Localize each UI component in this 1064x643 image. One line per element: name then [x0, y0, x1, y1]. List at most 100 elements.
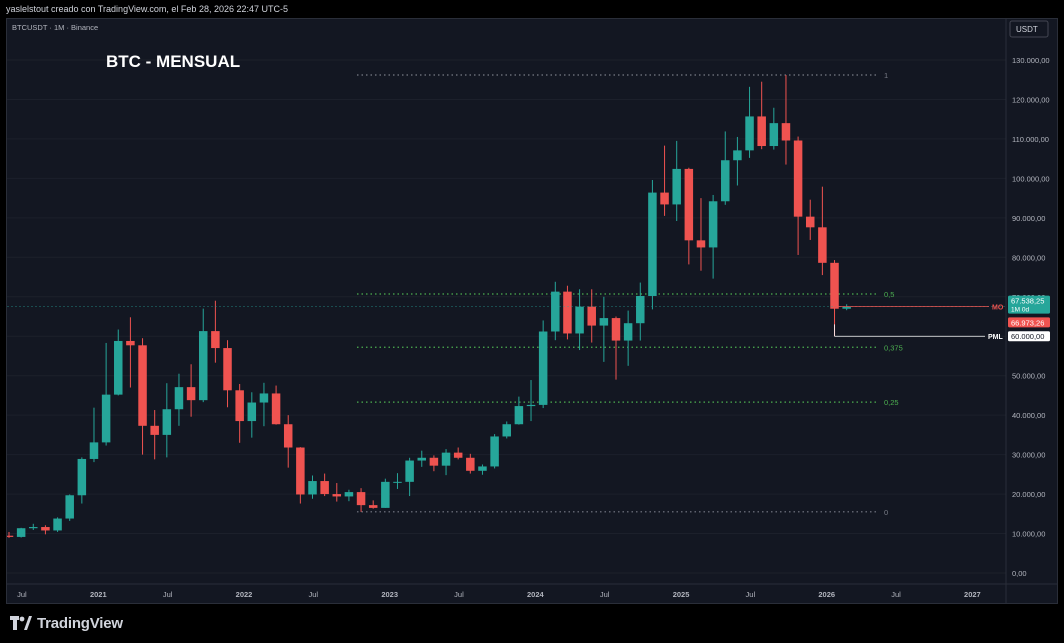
symbol-line: BTCUSDT · 1M · Binance: [12, 23, 98, 32]
candle-body: [186, 387, 196, 401]
price-chart[interactable]: 1 0,5 0,375 0,25 0 MO PML 130.000,00 120.000,0…: [4, 19, 1057, 603]
candle: [393, 473, 402, 489]
candle-body: [259, 393, 269, 403]
candle: [757, 81, 766, 150]
candle-body: [247, 402, 257, 422]
candle: [733, 136, 742, 186]
time-tick-label: Jul: [17, 590, 27, 599]
candle-body: [150, 425, 159, 435]
candle-body: [502, 424, 511, 437]
tradingview-logo[interactable]: TradingView: [10, 610, 123, 636]
time-tick-label: Jul: [746, 590, 756, 599]
candle-body: [611, 318, 621, 341]
axis-price-label: 60.000,00: [1008, 331, 1050, 342]
candle: [223, 340, 232, 408]
price-tick-label: 40.000,00: [1012, 411, 1045, 420]
created-by-text: yaslelstout creado con TradingView.com, …: [6, 4, 288, 14]
chart-frame: 1 0,5 0,375 0,25 0 MO PML 130.000,00 120.000,0…: [4, 18, 1058, 604]
candles: [4, 74, 851, 538]
candle-body: [174, 387, 184, 410]
candle: [186, 364, 196, 417]
candle: [77, 457, 87, 504]
candle-body: [271, 393, 281, 425]
price-tick-label: 100.000,00: [1012, 174, 1050, 183]
candle: [320, 473, 329, 497]
time-tick-label: Jul: [309, 590, 319, 599]
candle: [429, 455, 439, 472]
candle-body: [696, 240, 706, 248]
price-tick-label: 20.000,00: [1012, 490, 1045, 499]
candle: [611, 316, 621, 380]
candle-body: [41, 527, 50, 531]
candle: [526, 380, 536, 422]
grid-lines: [7, 59, 1006, 574]
axis-price-label-sub: 1M 0d: [1011, 307, 1029, 314]
candle: [842, 304, 851, 311]
candle-body: [708, 201, 718, 248]
candle-body: [53, 518, 62, 531]
candle: [356, 488, 366, 512]
candle: [235, 383, 244, 443]
candle: [344, 489, 354, 502]
price-axis[interactable]: 130.000,00 120.000,00 110.000,00 100.000,00…: [1012, 56, 1050, 578]
candle: [551, 281, 560, 341]
fib-level-label: 1: [884, 71, 888, 80]
price-tick-label: 90.000,00: [1012, 214, 1045, 223]
candle: [271, 385, 281, 425]
candle: [490, 434, 499, 469]
price-tick-label: 50.000,00: [1012, 372, 1045, 381]
candle: [41, 525, 50, 535]
candle-body: [599, 318, 609, 326]
candle: [296, 447, 305, 504]
candle-body: [538, 331, 548, 405]
candle: [514, 396, 524, 425]
candle-body: [381, 481, 390, 508]
currency-button[interactable]: USDT: [1009, 20, 1049, 38]
candle-body: [793, 140, 803, 217]
price-tick-label: 120.000,00: [1012, 95, 1050, 104]
candle: [672, 140, 681, 222]
candle-body: [344, 492, 354, 497]
candle: [466, 453, 475, 474]
candle-body: [575, 306, 584, 334]
candle-body: [296, 447, 305, 495]
price-tick-label: 10.000,00: [1012, 530, 1045, 539]
candle: [332, 483, 342, 502]
candle-body: [648, 192, 657, 296]
candle-body: [332, 494, 342, 497]
axis-price-label-text: 67.538,25: [1011, 297, 1044, 306]
time-axis[interactable]: Jul 2021 Jul 2022 Jul 2023 Jul 2024 Jul 2025 Jul 20…: [17, 590, 981, 599]
candle: [648, 179, 657, 310]
chart-title: BTC - MENSUAL: [106, 52, 240, 71]
candle: [636, 282, 645, 341]
time-tick-label: Jul: [891, 590, 901, 599]
candle: [259, 382, 269, 427]
candle: [368, 500, 378, 509]
candle-body: [368, 505, 378, 508]
time-tick-label: 2022: [236, 590, 253, 599]
candle: [623, 310, 633, 366]
candle-body: [89, 442, 99, 459]
candle-body: [405, 460, 414, 482]
candle: [660, 145, 669, 216]
marker-label: MO: [992, 305, 1004, 312]
candle-body: [805, 216, 815, 228]
candle: [162, 383, 172, 458]
candle: [721, 131, 730, 205]
candle: [308, 475, 317, 499]
candle: [684, 167, 694, 265]
candle: [453, 447, 463, 460]
candle: [114, 329, 123, 396]
candle: [211, 300, 220, 363]
axis-price-label-bg: [1008, 317, 1050, 328]
fib-level-label: 0: [884, 508, 888, 517]
candle-body: [77, 458, 87, 496]
price-tick-label: 30.000,00: [1012, 451, 1045, 460]
candle: [198, 308, 208, 403]
candle: [417, 450, 427, 467]
candle-body: [126, 340, 135, 346]
fib-level-label: 0,375: [884, 343, 903, 352]
fib-level-label: 0,5: [884, 290, 894, 299]
candle: [138, 338, 147, 455]
